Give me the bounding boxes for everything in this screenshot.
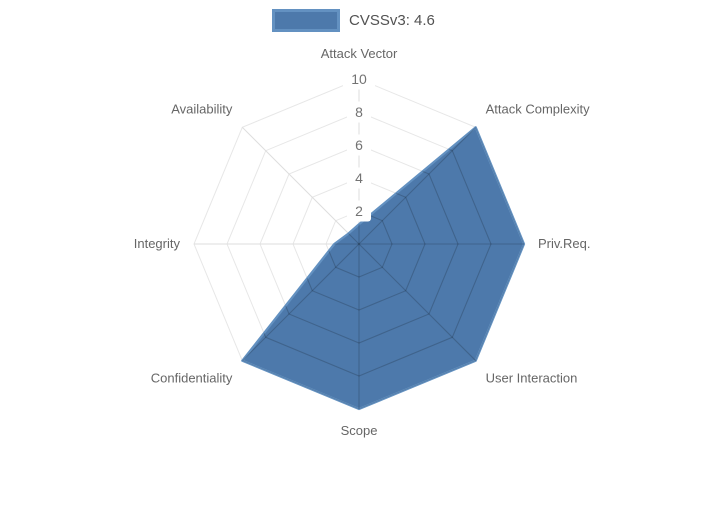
radial-ticks: 2 4 6 8 10 <box>343 68 375 222</box>
tick-label: 2 <box>355 203 363 219</box>
axis-labels: Attack Vector Attack Complexity Priv.Req. U… <box>134 46 591 438</box>
tick-chip <box>347 101 371 123</box>
grid-spoke-inner <box>358 243 477 362</box>
axis-label-attack-complexity: Attack Complexity <box>486 101 591 116</box>
tick-chip <box>343 68 375 90</box>
axis-label-scope: Scope <box>341 423 378 438</box>
axis-label-user-interaction: User Interaction <box>486 371 578 386</box>
tick-label: 4 <box>355 170 363 186</box>
tick-label: 8 <box>355 104 363 120</box>
radar-series-polygon <box>241 126 526 411</box>
axis-label-confidentiality: Confidentiality <box>151 371 233 386</box>
axis-label-attack-vector: Attack Vector <box>321 46 398 61</box>
grid-spoke <box>241 126 360 245</box>
axis-label-integrity: Integrity <box>134 236 181 251</box>
tick-label: 6 <box>355 137 363 153</box>
grid-spoke-inner <box>242 243 360 362</box>
tick-label: 10 <box>351 71 367 87</box>
grid-spoke-inner <box>358 127 477 245</box>
legend-label: CVSSv3: 4.6 <box>349 12 435 29</box>
axis-label-priv-req: Priv.Req. <box>538 236 591 251</box>
tick-chip <box>347 134 371 156</box>
legend-swatch <box>272 9 340 32</box>
tick-chip <box>347 200 371 222</box>
axis-label-availability: Availability <box>171 101 233 116</box>
legend-item[interactable]: CVSSv3: 4.6 <box>272 9 435 32</box>
tick-chip <box>347 167 371 189</box>
